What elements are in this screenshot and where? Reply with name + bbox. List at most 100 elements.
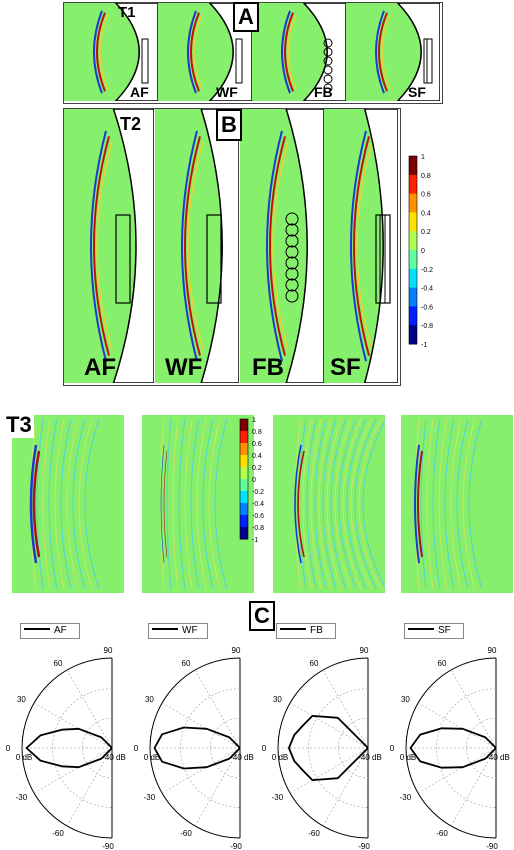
colorbar-segment <box>240 491 248 504</box>
transducer-element <box>285 223 299 237</box>
polar-radial-label: 0 dB <box>272 753 288 762</box>
colorbar-tick-label: -0.4 <box>252 501 264 508</box>
section-b-panel-sf <box>324 109 398 383</box>
transducer-element <box>323 56 333 66</box>
polar-angle-label: -90 <box>102 842 114 850</box>
polar-radial-label: 0 dB <box>400 753 416 762</box>
polar-grid-spoke <box>450 747 497 827</box>
polar-angle-label: -60 <box>436 829 448 838</box>
section-a-panel-wf <box>158 3 252 101</box>
colorbar-tick-label: 0.8 <box>421 173 431 180</box>
colorbar-segment <box>240 419 248 432</box>
polar-plot-wf: 90 60 30 0 -30 -60 -90 0 dB -40 dB <box>134 646 254 850</box>
section-b-tag-sf: SF <box>330 354 361 381</box>
transducer-element <box>323 65 333 75</box>
polar-angle-label: 30 <box>273 695 282 704</box>
polar-grid-spoke <box>194 747 241 827</box>
colorbar-segment <box>240 455 248 468</box>
section-a-tag-fb: FB <box>314 84 333 100</box>
colorbar-segment <box>240 443 248 456</box>
colorbar-tick-label: 0 <box>252 477 256 484</box>
section-b-label: B <box>216 109 242 141</box>
section-a-panel-sf <box>346 3 440 101</box>
polar-grid-spoke <box>450 669 497 749</box>
section-a-tag-wf: WF <box>216 84 238 100</box>
polar-grid-ring <box>466 717 497 779</box>
polar-angle-label: -60 <box>308 829 320 838</box>
colorbar-tick-label: 0.6 <box>252 441 262 448</box>
polar-angle-label: 0 <box>390 744 395 753</box>
colorbar-segment <box>240 515 248 528</box>
colorbar-tick-label: 0.4 <box>252 453 262 460</box>
section-a-panel-fb <box>252 3 346 101</box>
colorbar-segment <box>409 193 417 213</box>
polar-series-curve <box>288 715 369 781</box>
section-b-panel-af <box>64 109 154 383</box>
colorbar-tick-label: -0.6 <box>421 304 433 311</box>
colorbar-tick-label: -0.6 <box>252 513 264 520</box>
polar-radial-label: 0 dB <box>16 753 32 762</box>
t3-panel-af <box>12 415 124 593</box>
t3-panel-fb <box>273 415 385 593</box>
polar-angle-label: 30 <box>145 695 154 704</box>
polar-angle-label: 60 <box>182 659 191 668</box>
polar-grid-spoke <box>289 747 369 794</box>
polar-plot-fb: 90 60 30 0 -30 -60 -90 0 dB -40 dB <box>262 646 382 850</box>
transducer-element <box>285 278 299 292</box>
polar-grid-spoke <box>161 747 241 794</box>
polar-angle-label: 60 <box>438 659 447 668</box>
polar-angle-label: -30 <box>16 793 28 802</box>
polar-angle-label: -90 <box>230 842 242 850</box>
polar-angle-label: -90 <box>358 842 370 850</box>
section-c-label: C <box>249 601 275 631</box>
colorbar-segment <box>240 503 248 516</box>
t3-panel-sf <box>401 415 513 593</box>
transducer-element <box>323 74 333 84</box>
polar-angle-label: -30 <box>400 793 412 802</box>
polar-grid-ring <box>338 717 369 779</box>
polar-angle-label: 30 <box>17 695 26 704</box>
polar-series-curve <box>153 726 241 770</box>
colorbar-tick-label: 0 <box>421 248 425 255</box>
section-a-label: A <box>233 2 259 32</box>
t3-label: T3 <box>4 412 34 438</box>
polar-legend-sf: SF <box>404 623 464 639</box>
colorbar-tick-label: 0.6 <box>421 192 431 199</box>
colorbar-tick-label: -0.8 <box>421 323 433 330</box>
colorbar-tick-label: 0.8 <box>252 429 262 436</box>
colorbar-segment <box>409 156 417 176</box>
polar-legend-wf: WF <box>148 623 208 639</box>
transducer-outline <box>235 38 243 84</box>
polar-radial-label: -40 dB <box>358 753 382 762</box>
polar-angle-label: 90 <box>232 646 241 655</box>
transducer-outline <box>375 214 391 304</box>
polar-grid-ring <box>180 688 241 808</box>
transducer-element <box>285 289 299 303</box>
polar-plot-sf: 90 60 30 0 -30 -60 -90 0 dB -40 dB <box>390 646 510 850</box>
transducer-element <box>285 267 299 281</box>
polar-radial-label: -40 dB <box>230 753 254 762</box>
colorbar-tick-label: -0.2 <box>421 267 433 274</box>
section-b-tag-af: AF <box>84 354 116 381</box>
transducer-element <box>285 234 299 248</box>
polar-angle-label: 60 <box>310 659 319 668</box>
colorbar-tick-label: -1 <box>421 342 427 349</box>
colorbar-segment <box>409 174 417 195</box>
section-b-panel-fb <box>240 109 324 383</box>
colorbar-tick-label: -0.8 <box>252 525 264 532</box>
polar-radial-label: -40 dB <box>102 753 126 762</box>
polar-grid-spoke <box>417 747 497 794</box>
polar-plot-af: 90 60 30 0 -30 -60 -90 0 dB -40 dB <box>6 646 126 850</box>
transducer-element <box>323 38 333 48</box>
polar-series-curve <box>409 727 497 769</box>
polar-angle-label: -30 <box>272 793 284 802</box>
polar-angle-label: 0 <box>262 744 267 753</box>
polar-grid-spoke <box>33 747 113 794</box>
section-a-panel-af <box>64 3 158 101</box>
polar-grid-spoke <box>66 669 113 749</box>
polar-radial-label: 0 dB <box>144 753 160 762</box>
colorbar-segment <box>409 212 417 232</box>
transducer-outline <box>115 214 131 304</box>
colorbar-segment <box>409 325 417 345</box>
t3-panel-wf <box>142 415 254 593</box>
